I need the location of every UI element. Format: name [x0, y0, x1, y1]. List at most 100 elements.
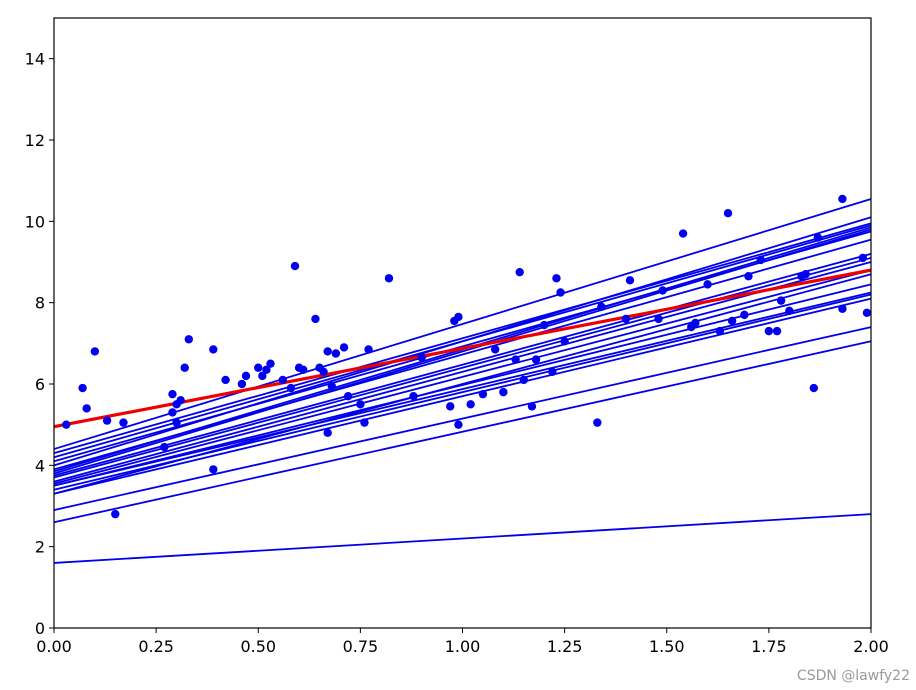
data-point: [531, 355, 541, 364]
data-point: [466, 400, 475, 409]
data-point: [221, 375, 230, 385]
best-fit: [53, 268, 872, 429]
fitted-line-13: [53, 238, 872, 471]
data-point: [862, 308, 872, 318]
fitted-line-5: [53, 291, 872, 487]
data-point: [331, 349, 341, 358]
data-point: [90, 347, 100, 356]
data-point: [409, 392, 418, 401]
data-point: [176, 396, 185, 405]
fitted-line-3: [53, 297, 872, 495]
x-tick-label: 1.25: [547, 637, 583, 656]
data-point: [838, 194, 847, 204]
fitted-line-2: [53, 326, 872, 511]
data-point: [776, 296, 786, 305]
data-point: [727, 316, 737, 326]
data-point: [593, 418, 602, 427]
fitted-line-10: [53, 252, 872, 477]
data-point: [548, 367, 557, 376]
x-tick-label: 0.25: [138, 637, 174, 656]
x-tick-label: 1.75: [751, 637, 787, 656]
data-point: [62, 420, 71, 429]
data-point: [654, 314, 663, 324]
data-point: [278, 375, 287, 385]
data-point: [519, 375, 528, 385]
best-fit-line: [53, 268, 872, 429]
fitted-line-19: [53, 273, 872, 495]
data-point: [241, 371, 251, 381]
data-point: [160, 442, 169, 452]
data-point: [540, 320, 549, 330]
data-point: [78, 383, 87, 393]
data-point: [515, 267, 524, 277]
data-point: [384, 274, 394, 283]
y-axis-ticks: 0 2 4 6 8 10 12 14: [25, 50, 54, 638]
data-point: [552, 274, 561, 283]
data-point: [262, 365, 271, 374]
data-point: [209, 345, 218, 354]
data-point: [801, 270, 810, 279]
data-point: [723, 209, 733, 218]
data-point: [764, 326, 774, 336]
data-point: [809, 383, 819, 393]
data-point: [180, 363, 189, 372]
fitted-line-15: [53, 230, 872, 463]
data-point: [511, 355, 520, 364]
data-point: [102, 416, 112, 425]
data-point: [343, 392, 353, 401]
data-point: [740, 310, 749, 320]
y-tick-label: 2: [35, 538, 45, 557]
data-point: [323, 347, 332, 356]
data-point: [703, 280, 712, 289]
data-point: [209, 465, 218, 474]
x-axis-ticks: 0.00 0.25 0.50 0.75 1.00 1.25 1.50 1.75 2.00: [36, 628, 889, 656]
data-point: [184, 335, 194, 344]
data-point: [237, 379, 247, 389]
data-point: [258, 371, 267, 381]
x-tick-label: 0.50: [240, 637, 276, 656]
data-point: [658, 286, 667, 295]
fitted-line-0: [53, 513, 872, 564]
data-point: [286, 383, 296, 393]
data-point: [298, 365, 308, 374]
data-point: [625, 276, 635, 285]
y-tick-label: 12: [25, 131, 45, 150]
data-point: [527, 402, 537, 411]
data-point: [454, 420, 463, 429]
x-tick-label: 1.00: [445, 637, 481, 656]
fitted-line-8: [53, 261, 872, 483]
data-point: [597, 302, 606, 311]
fitted-line-18: [53, 198, 872, 450]
fitted-line-9: [53, 257, 872, 479]
data-point: [621, 314, 631, 324]
data-point: [446, 402, 455, 411]
data-point: [556, 288, 565, 297]
data-point: [417, 353, 426, 362]
x-tick-label: 2.00: [853, 637, 889, 656]
data-point: [254, 363, 263, 372]
data-point: [813, 233, 823, 242]
data-point: [168, 408, 177, 417]
y-tick-label: 14: [25, 50, 45, 69]
data-point: [454, 312, 463, 322]
fitted-line-1: [53, 340, 872, 524]
data-point: [560, 337, 569, 346]
data-point: [360, 418, 369, 427]
data-point: [838, 304, 847, 313]
data-point: [678, 229, 688, 238]
data-point: [327, 381, 336, 391]
data-point: [266, 359, 275, 368]
y-tick-label: 10: [25, 212, 45, 231]
data-point: [356, 400, 365, 409]
data-point: [744, 272, 753, 281]
data-point: [339, 343, 349, 352]
data-point: [772, 326, 782, 336]
data-point: [364, 345, 373, 354]
data-point: [319, 367, 328, 376]
data-point: [858, 253, 868, 263]
x-tick-label: 0.75: [343, 637, 379, 656]
fitted-lines: [53, 198, 872, 564]
fitted-line-7: [53, 269, 872, 485]
data-point: [785, 306, 794, 315]
data-point: [478, 389, 488, 399]
